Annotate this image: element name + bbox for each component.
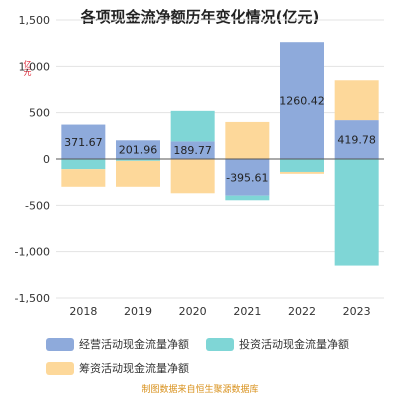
y-tick-label: 1,500 (19, 14, 51, 27)
data-label: -395.61 (226, 171, 268, 184)
x-tick-label: 2018 (69, 305, 97, 318)
bar-0 (225, 159, 270, 196)
bar-1 (225, 195, 270, 201)
data-label: 201.96 (119, 144, 158, 157)
y-tick-label: 1,000 (19, 60, 51, 73)
bar-0 (280, 42, 324, 159)
chart-title: 各项现金流净额历年变化情况(亿元) (80, 8, 320, 26)
bar-0 (170, 141, 215, 159)
y-tick-label: 500 (29, 107, 50, 120)
y-tick-label: 0 (43, 153, 50, 166)
bar-0 (116, 140, 160, 159)
legend-label-operating: 经营活动现金流量净额 (79, 338, 189, 351)
x-tick-label: 2022 (288, 305, 316, 318)
bar-1 (334, 159, 379, 266)
bar-2 (280, 171, 324, 174)
x-tick-label: 2023 (343, 305, 371, 318)
x-tick-label: 2020 (179, 305, 207, 318)
data-label: 419.78 (337, 134, 376, 147)
bar-2 (170, 159, 215, 194)
y-tick-label: -500 (25, 199, 50, 212)
legend-item-financing[interactable]: 筹资活动现金流量净额 (46, 360, 189, 376)
bar-0 (61, 124, 106, 159)
bar-1 (116, 159, 160, 161)
legend-item-operating[interactable]: 经营活动现金流量净额 (46, 336, 189, 352)
legend-swatch-financing (46, 361, 74, 375)
legend-swatch-investing (206, 337, 234, 351)
legend-swatch-operating (46, 337, 74, 351)
data-source-note: 制图数据来自恒生聚源数据库 (141, 385, 259, 395)
legend-label-financing: 筹资活动现金流量净额 (79, 362, 189, 375)
x-tick-label: 2021 (233, 305, 261, 318)
legend-item-investing[interactable]: 投资活动现金流量净额 (206, 336, 349, 352)
y-tick-label: -1,000 (15, 246, 50, 259)
y-tick-label: -1,500 (15, 292, 50, 305)
bar-2 (225, 121, 270, 159)
data-label: 189.77 (173, 144, 212, 157)
bar-0 (334, 120, 379, 159)
bar-2 (116, 160, 160, 187)
bar-1 (170, 110, 215, 142)
bar-2 (61, 169, 106, 187)
x-tick-label: 2019 (124, 305, 152, 318)
bar-2 (334, 80, 379, 121)
data-label: 371.67 (64, 136, 103, 149)
y-axis-unit: 亿元 (23, 60, 32, 76)
bar-1 (280, 159, 324, 172)
data-label: 1260.42 (279, 95, 325, 108)
bar-1 (61, 159, 106, 170)
legend-label-investing: 投资活动现金流量净额 (239, 338, 349, 351)
